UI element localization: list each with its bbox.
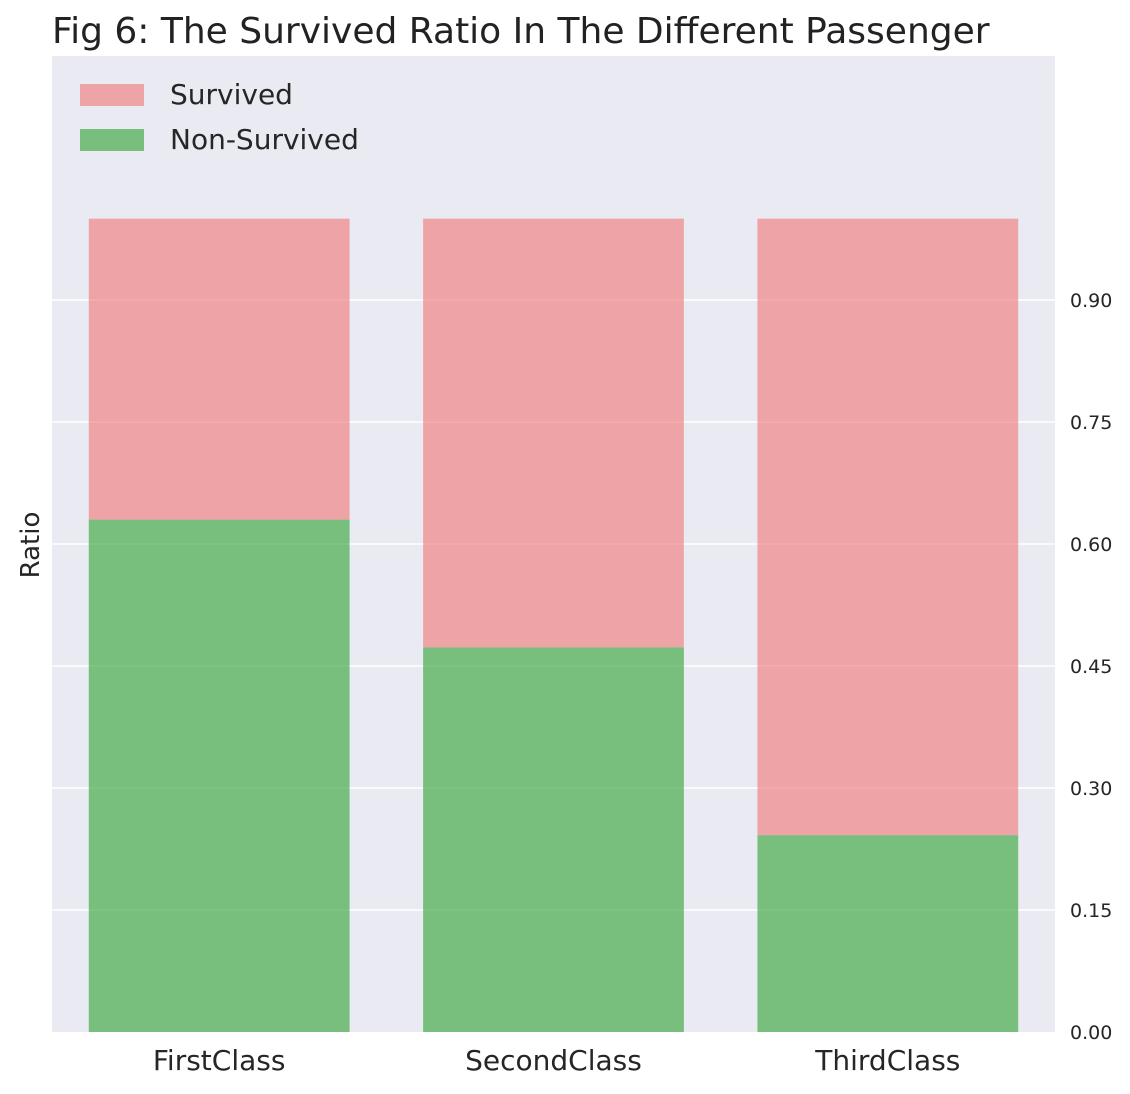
y-tick-label: 0.15 <box>1070 900 1112 922</box>
x-tick-label: FirstClass <box>153 1044 286 1077</box>
bar-survived-secondclass <box>423 218 684 648</box>
y-axis-label: Ratio <box>16 512 46 579</box>
bar-survived-firstclass <box>88 218 350 520</box>
bar-layer <box>88 218 1019 1032</box>
x-tick-layer: FirstClass SecondClass ThirdClass <box>153 1044 961 1077</box>
chart-title: Fig 6: The Survived Ratio In The Differe… <box>52 11 990 52</box>
y-tick-label: 0.75 <box>1070 412 1112 434</box>
y-tick-layer: 0.00 0.15 0.30 0.45 0.60 0.75 0.90 <box>1070 290 1112 1044</box>
y-tick-label: 0.45 <box>1070 656 1112 678</box>
bar-non-survived-thirdclass <box>757 835 1019 1032</box>
y-tick-label: 0.60 <box>1070 534 1112 556</box>
y-tick-label: 0.90 <box>1070 290 1112 312</box>
legend: Survived Non-Survived <box>80 78 359 156</box>
bar-non-survived-firstclass <box>88 519 350 1032</box>
x-tick-label: SecondClass <box>465 1044 642 1077</box>
legend-swatch <box>80 84 144 106</box>
x-tick-label: ThirdClass <box>814 1044 960 1077</box>
bar-non-survived-secondclass <box>423 647 684 1032</box>
y-tick-label: 0.00 <box>1070 1022 1112 1044</box>
bar-survived-thirdclass <box>757 218 1019 836</box>
legend-label: Survived <box>170 78 293 111</box>
legend-label: Non-Survived <box>170 123 359 156</box>
y-tick-label: 0.30 <box>1070 778 1112 800</box>
legend-swatch <box>80 129 144 151</box>
